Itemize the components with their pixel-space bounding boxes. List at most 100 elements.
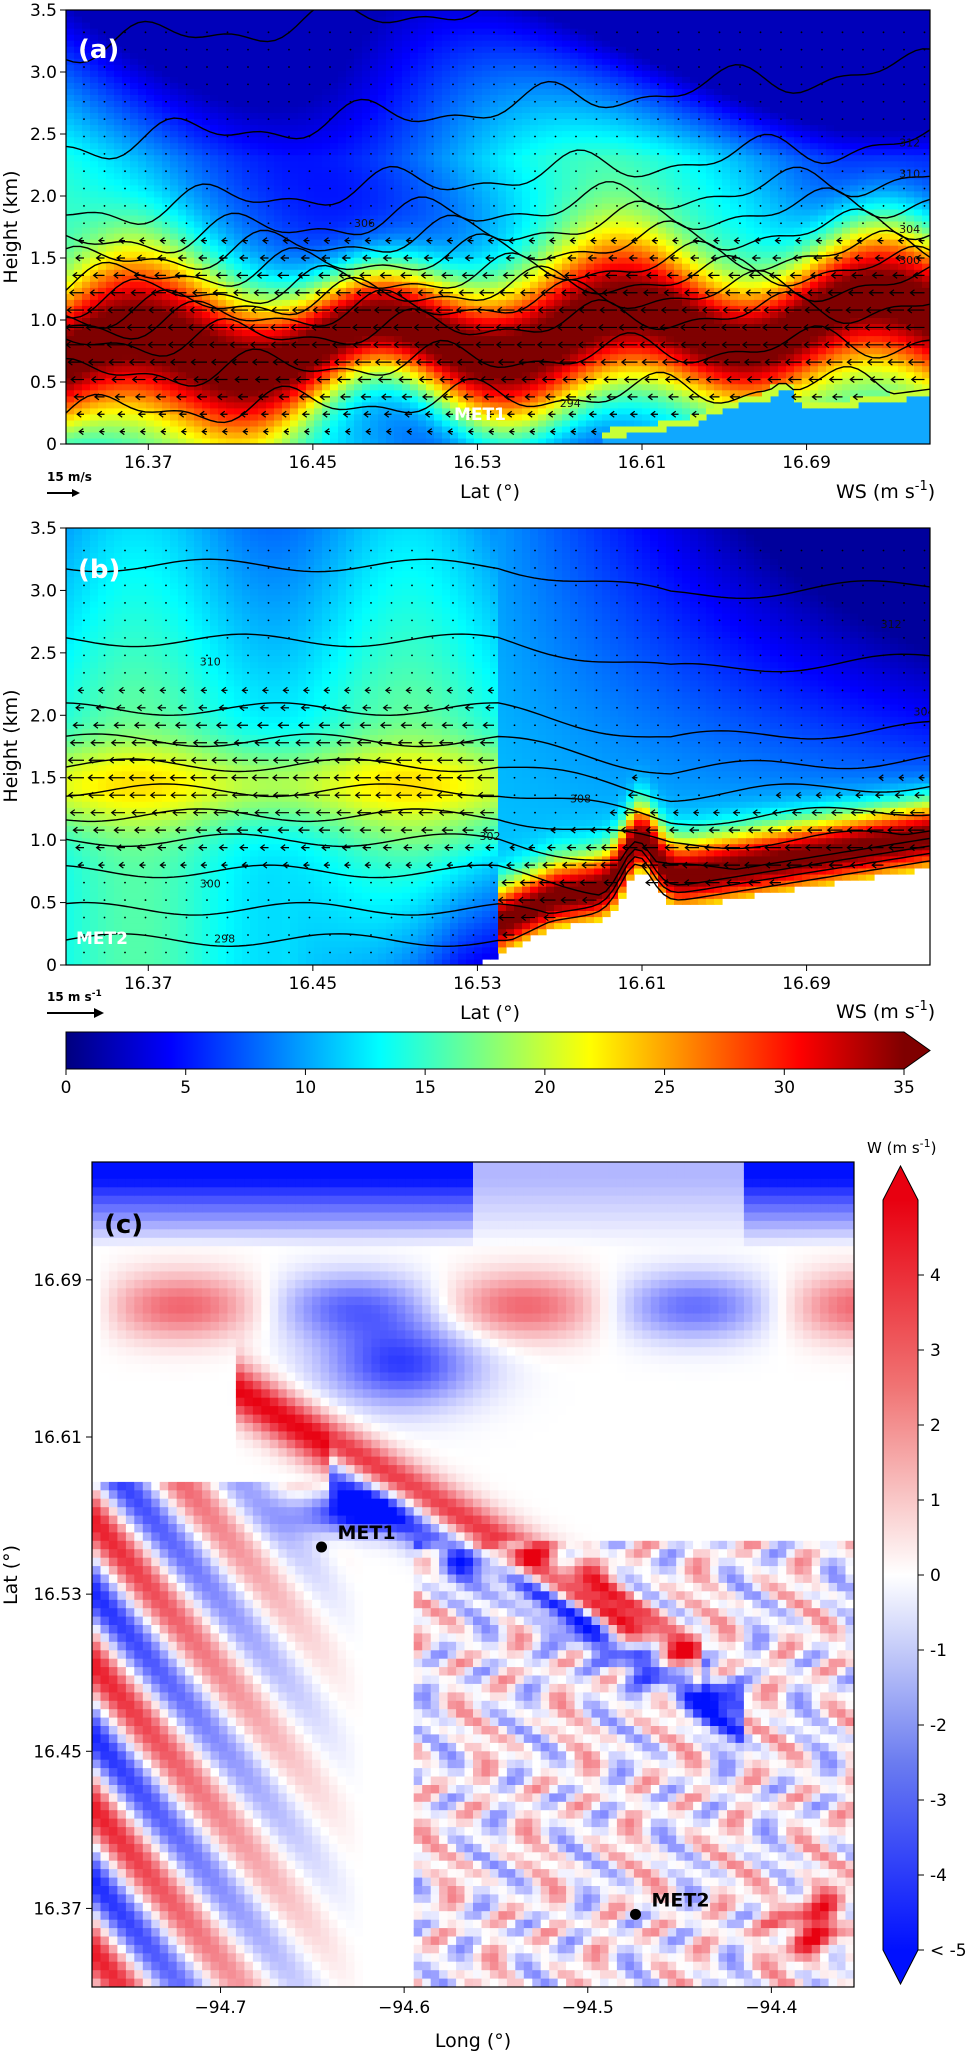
ws-cell bbox=[266, 359, 275, 367]
ws-cell bbox=[186, 166, 195, 174]
ws-cell bbox=[314, 94, 323, 101]
ws-cell bbox=[290, 196, 299, 204]
ws-cell bbox=[362, 130, 371, 138]
ws-cell bbox=[282, 202, 291, 210]
ws-cell bbox=[90, 124, 99, 132]
ws-cell bbox=[578, 130, 587, 138]
ws-cell bbox=[610, 64, 619, 71]
ws-cell bbox=[514, 245, 523, 252]
ws-cell bbox=[66, 389, 75, 397]
ws-cell bbox=[218, 46, 227, 53]
ws-cell bbox=[362, 221, 371, 228]
ws-cell bbox=[274, 251, 283, 258]
ws-cell bbox=[426, 287, 435, 294]
ws-cell bbox=[362, 281, 371, 288]
ws-cell bbox=[282, 52, 291, 59]
ws-cell bbox=[482, 389, 491, 397]
ws-cell bbox=[250, 383, 259, 391]
ws-cell bbox=[114, 383, 123, 391]
ws-cell bbox=[578, 323, 587, 330]
ws-cell bbox=[282, 130, 291, 138]
ws-cell bbox=[210, 214, 219, 222]
ws-cell bbox=[106, 347, 115, 355]
ws-cell bbox=[210, 317, 219, 324]
ws-cell bbox=[490, 88, 499, 95]
ws-cell bbox=[466, 389, 475, 397]
ws-cell bbox=[562, 16, 571, 23]
ws-cell bbox=[474, 263, 483, 270]
ws-cell bbox=[378, 431, 387, 439]
ws-cell bbox=[362, 64, 371, 71]
ws-cell bbox=[490, 287, 499, 294]
ws-cell bbox=[274, 323, 283, 330]
ws-cell bbox=[354, 142, 363, 150]
ws-cell bbox=[578, 311, 587, 318]
ws-cell bbox=[234, 148, 243, 156]
ws-cell bbox=[258, 124, 267, 132]
ws-cell bbox=[386, 389, 395, 397]
ws-cell bbox=[266, 16, 275, 23]
ws-cell bbox=[490, 311, 499, 318]
ws-cell bbox=[98, 34, 107, 41]
ws-cell bbox=[138, 76, 147, 83]
ws-cell bbox=[202, 52, 211, 59]
ws-cell bbox=[514, 58, 523, 65]
ws-cell bbox=[338, 40, 347, 47]
ws-cell bbox=[506, 106, 515, 113]
ws-cell bbox=[122, 82, 131, 89]
ws-cell bbox=[122, 190, 131, 198]
ws-cell bbox=[98, 160, 107, 168]
ws-cell bbox=[482, 100, 491, 107]
ws-cell bbox=[522, 401, 531, 409]
ws-cell bbox=[562, 70, 571, 77]
ws-cell bbox=[370, 10, 379, 17]
ws-cell bbox=[186, 82, 195, 89]
ws-cell bbox=[442, 166, 451, 174]
ws-cell bbox=[114, 365, 123, 373]
ws-cell bbox=[298, 58, 307, 65]
ws-cell bbox=[314, 227, 323, 234]
ws-cell bbox=[402, 196, 411, 204]
ws-cell bbox=[234, 118, 243, 126]
ws-cell bbox=[338, 184, 347, 192]
ws-cell bbox=[458, 184, 467, 192]
ws-cell bbox=[282, 166, 291, 174]
ws-cell bbox=[466, 335, 475, 343]
ws-cell bbox=[610, 263, 619, 270]
ws-cell bbox=[442, 172, 451, 180]
ws-cell bbox=[546, 214, 555, 222]
ws-cell bbox=[362, 323, 371, 330]
ws-cell bbox=[354, 377, 363, 385]
ws-cell bbox=[418, 22, 427, 29]
ws-cell bbox=[490, 419, 499, 427]
ws-cell bbox=[554, 377, 563, 385]
ws-cell bbox=[322, 88, 331, 95]
ws-cell bbox=[66, 353, 75, 361]
ws-cell bbox=[554, 82, 563, 89]
ws-cell bbox=[330, 269, 339, 276]
ws-cell bbox=[170, 269, 179, 276]
ws-cell bbox=[450, 94, 459, 101]
ws-cell bbox=[290, 281, 299, 288]
ws-cell bbox=[226, 10, 235, 17]
ws-cell bbox=[426, 257, 435, 264]
ws-cell bbox=[74, 46, 83, 53]
ws-cell bbox=[114, 245, 123, 252]
ws-cell bbox=[258, 70, 267, 77]
ws-cell bbox=[538, 365, 547, 373]
ws-cell bbox=[418, 136, 427, 144]
ws-cell bbox=[546, 221, 555, 228]
ws-cell bbox=[378, 347, 387, 355]
ws-cell bbox=[162, 136, 171, 144]
ws-cell bbox=[146, 22, 155, 29]
ws-cell bbox=[266, 353, 275, 361]
ws-cell bbox=[354, 293, 363, 300]
ws-cell bbox=[490, 401, 499, 409]
ws-cell bbox=[538, 395, 547, 403]
ws-cell bbox=[554, 287, 563, 294]
ws-cell bbox=[82, 118, 91, 126]
ws-cell bbox=[138, 323, 147, 330]
ws-cell bbox=[386, 263, 395, 270]
ws-cell bbox=[170, 130, 179, 138]
ws-cell bbox=[490, 196, 499, 204]
